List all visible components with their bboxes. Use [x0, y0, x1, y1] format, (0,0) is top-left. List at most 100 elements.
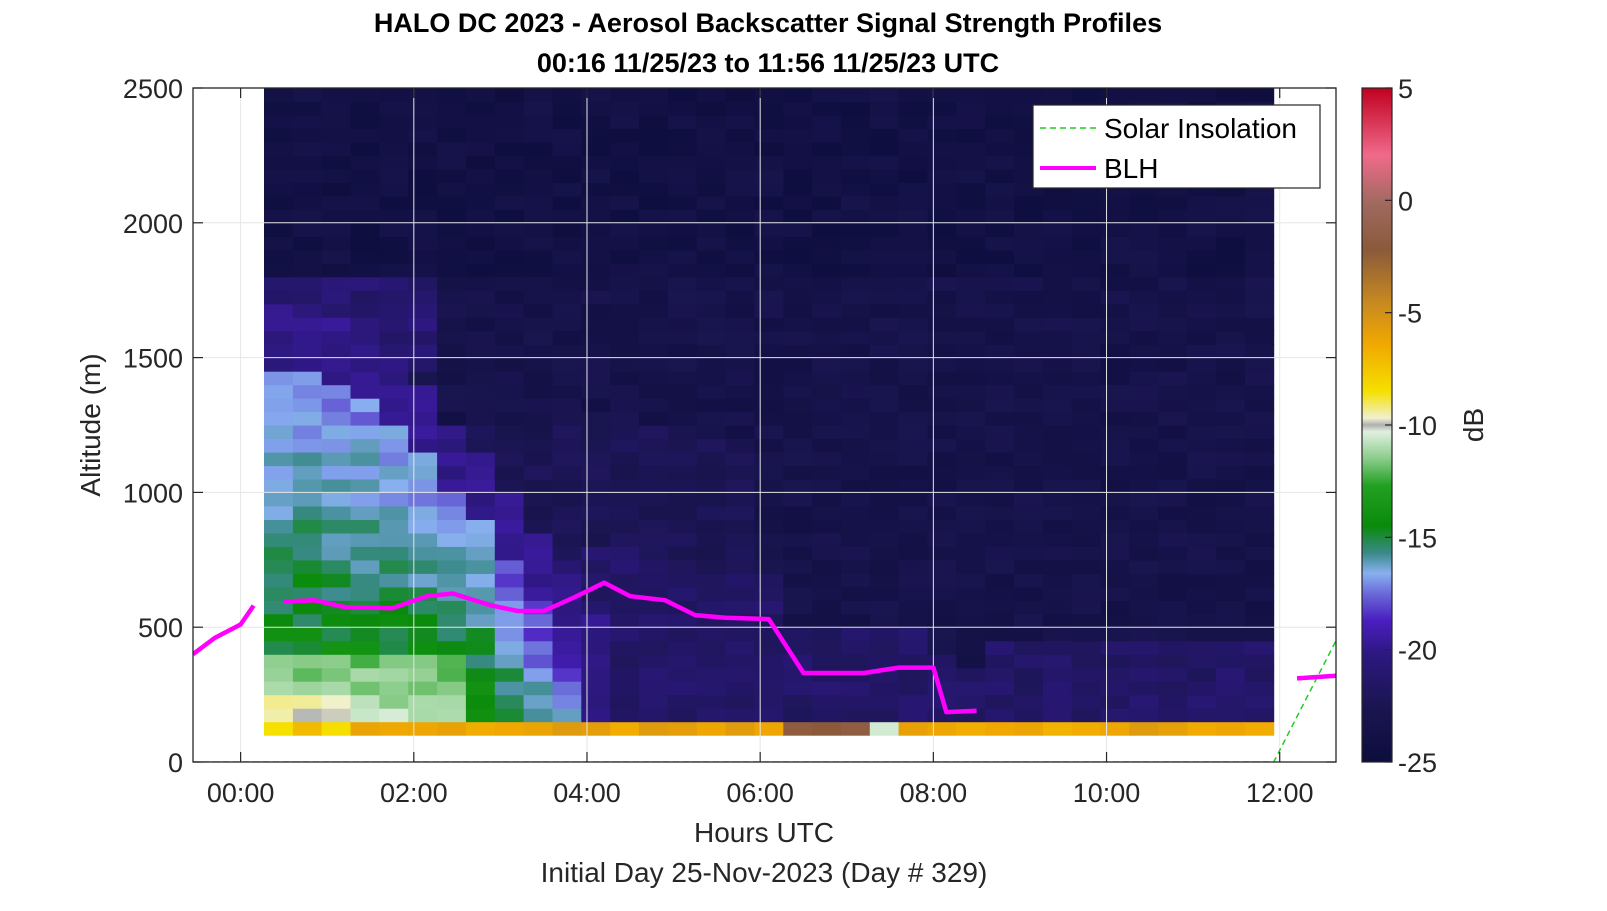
- heatmap-cell: [350, 586, 380, 601]
- heatmap-cell: [725, 721, 755, 736]
- heatmap-cell: [494, 222, 525, 237]
- heatmap-cell: [437, 640, 467, 655]
- heatmap-cell: [985, 505, 1015, 520]
- heatmap-cell: [437, 88, 467, 89]
- heatmap-cell: [840, 492, 871, 507]
- heatmap-cell: [812, 222, 842, 237]
- heatmap-cell: [1216, 667, 1246, 682]
- heatmap-cell: [494, 357, 525, 372]
- heatmap-cell: [465, 425, 496, 440]
- heatmap-cell: [869, 425, 900, 440]
- heatmap-cell: [264, 559, 294, 574]
- heatmap-cell: [494, 398, 525, 413]
- heatmap-cell: [350, 708, 380, 723]
- heatmap-cell: [1244, 478, 1275, 493]
- heatmap-cell: [1042, 640, 1073, 655]
- heatmap-cell: [379, 155, 409, 170]
- heatmap-cell: [350, 573, 380, 588]
- heatmap-cell: [667, 222, 698, 237]
- heatmap-cell: [898, 101, 928, 116]
- heatmap-cell: [725, 505, 755, 520]
- heatmap-cell: [321, 276, 352, 291]
- heatmap-cell: [610, 411, 640, 426]
- heatmap-cell: [610, 344, 640, 359]
- heatmap-cell: [840, 249, 871, 264]
- heatmap-cell: [898, 303, 928, 318]
- heatmap-cell: [927, 128, 957, 143]
- heatmap-cell: [754, 357, 784, 372]
- y-tick-label: 2000: [123, 209, 183, 239]
- heatmap-cell: [754, 465, 784, 480]
- heatmap-cell: [610, 384, 640, 399]
- heatmap-cell: [1216, 384, 1246, 399]
- heatmap-cell: [667, 532, 698, 547]
- heatmap-cell: [725, 141, 755, 156]
- heatmap-cell: [898, 371, 928, 386]
- heatmap-cell: [379, 532, 409, 547]
- solar-insolation-line: [193, 640, 1336, 762]
- heatmap-cell: [667, 276, 698, 291]
- heatmap-cell: [927, 195, 957, 210]
- heatmap-cell: [321, 505, 352, 520]
- heatmap-cell: [379, 263, 409, 278]
- heatmap-cell: [783, 411, 813, 426]
- heatmap-cell: [494, 438, 525, 453]
- heatmap-cell: [581, 478, 611, 493]
- heatmap-cell: [956, 613, 986, 628]
- heatmap-cell: [927, 182, 957, 197]
- heatmap-cell: [1244, 654, 1275, 669]
- heatmap-cell: [1187, 88, 1217, 89]
- heatmap-cell: [1100, 303, 1130, 318]
- heatmap-cell: [408, 276, 438, 291]
- heatmap-cell: [840, 398, 871, 413]
- heatmap-cell: [1129, 600, 1159, 615]
- heatmap-cell: [956, 573, 986, 588]
- heatmap-cell: [1216, 344, 1246, 359]
- heatmap-cell: [523, 721, 553, 736]
- heatmap-cell: [1042, 344, 1073, 359]
- heatmap-cell: [1158, 357, 1188, 372]
- heatmap-cell: [494, 654, 525, 669]
- heatmap-cell: [956, 654, 986, 669]
- heatmap-cell: [927, 88, 957, 103]
- heatmap-cell: [292, 168, 323, 183]
- heatmap-cell: [350, 290, 380, 305]
- heatmap-cell: [408, 141, 438, 156]
- heatmap-cell: [1187, 317, 1217, 332]
- heatmap-cell: [754, 492, 784, 507]
- heatmap-cell: [1244, 236, 1275, 251]
- heatmap-cell: [725, 681, 755, 696]
- heatmap-cell: [523, 452, 553, 467]
- heatmap-cell: [840, 600, 871, 615]
- heatmap-cell: [783, 465, 813, 480]
- heatmap-cell: [783, 384, 813, 399]
- heatmap-cell: [610, 209, 640, 224]
- heatmap-cell: [956, 452, 986, 467]
- heatmap-cell: [437, 101, 467, 116]
- heatmap-cell: [494, 492, 525, 507]
- heatmap-cell: [292, 492, 323, 507]
- heatmap-cell: [956, 330, 986, 345]
- heatmap-cell: [1244, 694, 1275, 709]
- heatmap-cell: [581, 182, 611, 197]
- heatmap-cell: [264, 586, 294, 601]
- heatmap-cell: [1042, 505, 1073, 520]
- heatmap-cell: [408, 465, 438, 480]
- heatmap-cell: [898, 573, 928, 588]
- heatmap-cell: [783, 425, 813, 440]
- heatmap-cell: [812, 398, 842, 413]
- heatmap-cell: [898, 586, 928, 601]
- heatmap-cell: [725, 115, 755, 130]
- colorbar-tick-label: 0: [1398, 186, 1413, 216]
- heatmap-cell: [552, 411, 582, 426]
- heatmap-cell: [264, 492, 294, 507]
- heatmap-cell: [350, 519, 380, 534]
- colorbar-tick-label: -20: [1398, 636, 1437, 666]
- heatmap-cell: [552, 546, 582, 561]
- heatmap-cell: [552, 694, 582, 709]
- heatmap-cell: [292, 182, 323, 197]
- heatmap-cell: [1158, 371, 1188, 386]
- heatmap-cell: [840, 128, 871, 143]
- heatmap-cell: [1014, 667, 1044, 682]
- heatmap-cell: [1187, 681, 1217, 696]
